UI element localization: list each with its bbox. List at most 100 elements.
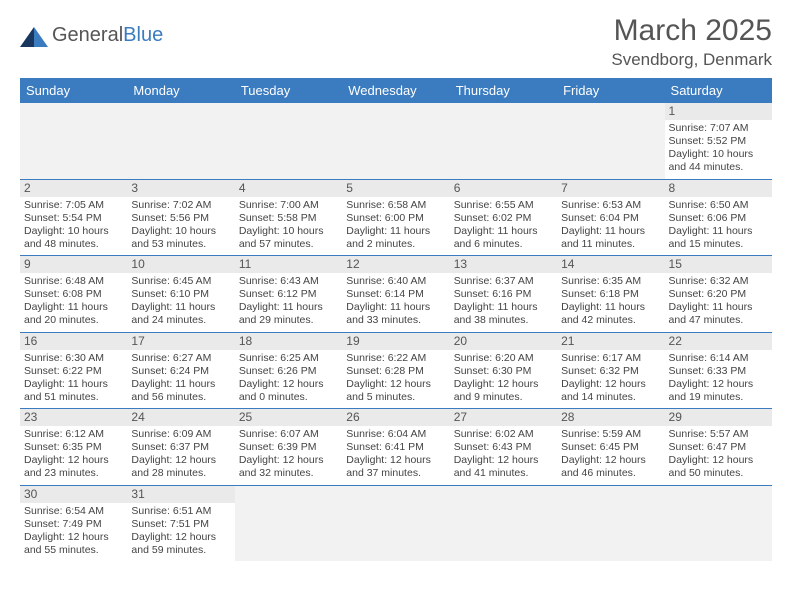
day-number: 10 xyxy=(127,256,234,273)
day-number: 20 xyxy=(450,333,557,350)
calendar-cell: 5Sunrise: 6:58 AMSunset: 6:00 PMDaylight… xyxy=(342,179,449,256)
sunset-text: Sunset: 5:58 PM xyxy=(239,212,338,225)
calendar-cell: 1Sunrise: 7:07 AMSunset: 5:52 PMDaylight… xyxy=(665,103,772,179)
calendar-cell: 19Sunrise: 6:22 AMSunset: 6:28 PMDayligh… xyxy=(342,332,449,409)
daylight-text: Daylight: 11 hours and 38 minutes. xyxy=(454,301,553,327)
sunset-text: Sunset: 5:52 PM xyxy=(669,135,768,148)
day-number: 7 xyxy=(557,180,664,197)
daylight-text: Daylight: 12 hours and 37 minutes. xyxy=(346,454,445,480)
sunrise-text: Sunrise: 6:58 AM xyxy=(346,199,445,212)
day-number: 31 xyxy=(127,486,234,503)
sunset-text: Sunset: 6:06 PM xyxy=(669,212,768,225)
sunrise-text: Sunrise: 6:43 AM xyxy=(239,275,338,288)
daylight-text: Daylight: 10 hours and 57 minutes. xyxy=(239,225,338,251)
sunrise-text: Sunrise: 6:02 AM xyxy=(454,428,553,441)
sunrise-text: Sunrise: 6:50 AM xyxy=(669,199,768,212)
calendar-cell: 4Sunrise: 7:00 AMSunset: 5:58 PMDaylight… xyxy=(235,179,342,256)
calendar-cell: 29Sunrise: 5:57 AMSunset: 6:47 PMDayligh… xyxy=(665,409,772,486)
sunset-text: Sunset: 7:49 PM xyxy=(24,518,123,531)
daylight-text: Daylight: 11 hours and 15 minutes. xyxy=(669,225,768,251)
day-number: 24 xyxy=(127,409,234,426)
logo-text-part1: General xyxy=(52,24,123,46)
day-number: 28 xyxy=(557,409,664,426)
calendar-row: 23Sunrise: 6:12 AMSunset: 6:35 PMDayligh… xyxy=(20,409,772,486)
sunset-text: Sunset: 6:45 PM xyxy=(561,441,660,454)
sunrise-text: Sunrise: 7:07 AM xyxy=(669,122,768,135)
day-number: 13 xyxy=(450,256,557,273)
day-number: 3 xyxy=(127,180,234,197)
day-number: 21 xyxy=(557,333,664,350)
sunrise-text: Sunrise: 6:55 AM xyxy=(454,199,553,212)
sunset-text: Sunset: 6:33 PM xyxy=(669,365,768,378)
calendar-cell: 26Sunrise: 6:04 AMSunset: 6:41 PMDayligh… xyxy=(342,409,449,486)
daylight-text: Daylight: 11 hours and 42 minutes. xyxy=(561,301,660,327)
daylight-text: Daylight: 12 hours and 0 minutes. xyxy=(239,378,338,404)
day-number: 17 xyxy=(127,333,234,350)
sunset-text: Sunset: 6:24 PM xyxy=(131,365,230,378)
day-number: 11 xyxy=(235,256,342,273)
day-number: 19 xyxy=(342,333,449,350)
sunset-text: Sunset: 6:20 PM xyxy=(669,288,768,301)
sunrise-text: Sunrise: 6:27 AM xyxy=(131,352,230,365)
sunrise-text: Sunrise: 6:40 AM xyxy=(346,275,445,288)
calendar-row: 2Sunrise: 7:05 AMSunset: 5:54 PMDaylight… xyxy=(20,179,772,256)
sunrise-text: Sunrise: 5:57 AM xyxy=(669,428,768,441)
sunrise-text: Sunrise: 6:51 AM xyxy=(131,505,230,518)
day-number: 9 xyxy=(20,256,127,273)
calendar-cell-empty xyxy=(557,103,664,179)
weekday-header: Tuesday xyxy=(235,78,342,103)
daylight-text: Daylight: 12 hours and 55 minutes. xyxy=(24,531,123,557)
sunset-text: Sunset: 5:54 PM xyxy=(24,212,123,225)
sunset-text: Sunset: 7:51 PM xyxy=(131,518,230,531)
calendar-cell: 11 Sunrise: 6:43 AMSunset: 6:12 PMDayligh… xyxy=(235,256,342,333)
calendar-cell: 13Sunrise: 6:37 AMSunset: 6:16 PMDayligh… xyxy=(450,256,557,333)
calendar-cell: 9Sunrise: 6:48 AMSunset: 6:08 PMDaylight… xyxy=(20,256,127,333)
sunset-text: Sunset: 6:18 PM xyxy=(561,288,660,301)
daylight-text: Daylight: 11 hours and 24 minutes. xyxy=(131,301,230,327)
daylight-text: Daylight: 12 hours and 19 minutes. xyxy=(669,378,768,404)
title-block: March 2025 Svendborg, Denmark xyxy=(611,14,772,70)
daylight-text: Daylight: 12 hours and 23 minutes. xyxy=(24,454,123,480)
daylight-text: Daylight: 11 hours and 51 minutes. xyxy=(24,378,123,404)
sunset-text: Sunset: 6:37 PM xyxy=(131,441,230,454)
calendar-header: SundayMondayTuesdayWednesdayThursdayFrid… xyxy=(20,78,772,103)
calendar-cell: 24Sunrise: 6:09 AMSunset: 6:37 PMDayligh… xyxy=(127,409,234,486)
daylight-text: Daylight: 12 hours and 9 minutes. xyxy=(454,378,553,404)
sunrise-text: Sunrise: 6:30 AM xyxy=(24,352,123,365)
day-number: 27 xyxy=(450,409,557,426)
day-number: 30 xyxy=(20,486,127,503)
sunset-text: Sunset: 6:02 PM xyxy=(454,212,553,225)
sunrise-text: Sunrise: 7:02 AM xyxy=(131,199,230,212)
sunrise-text: Sunrise: 6:17 AM xyxy=(561,352,660,365)
sunset-text: Sunset: 6:14 PM xyxy=(346,288,445,301)
sunset-text: Sunset: 6:12 PM xyxy=(239,288,338,301)
day-number: 23 xyxy=(20,409,127,426)
sunrise-text: Sunrise: 6:54 AM xyxy=(24,505,123,518)
calendar-cell: 17 Sunrise: 6:27 AMSunset: 6:24 PMDayligh… xyxy=(127,332,234,409)
calendar-cell: 10Sunrise: 6:45 AMSunset: 6:10 PMDayligh… xyxy=(127,256,234,333)
sunset-text: Sunset: 6:39 PM xyxy=(239,441,338,454)
calendar-row: 9Sunrise: 6:48 AMSunset: 6:08 PMDaylight… xyxy=(20,256,772,333)
daylight-text: Daylight: 11 hours and 56 minutes. xyxy=(131,378,230,404)
day-number: 18 xyxy=(235,333,342,350)
calendar-body: 1Sunrise: 7:07 AMSunset: 5:52 PMDaylight… xyxy=(20,103,772,561)
sunrise-text: Sunrise: 7:05 AM xyxy=(24,199,123,212)
sunrise-text: Sunrise: 6:14 AM xyxy=(669,352,768,365)
logo: GeneralBlue xyxy=(20,24,163,47)
sunset-text: Sunset: 6:30 PM xyxy=(454,365,553,378)
sunset-text: Sunset: 6:04 PM xyxy=(561,212,660,225)
logo-icon xyxy=(20,25,48,47)
sunset-text: Sunset: 6:08 PM xyxy=(24,288,123,301)
daylight-text: Daylight: 10 hours and 48 minutes. xyxy=(24,225,123,251)
sunrise-text: Sunrise: 5:59 AM xyxy=(561,428,660,441)
daylight-text: Daylight: 11 hours and 29 minutes. xyxy=(239,301,338,327)
calendar-cell: 25Sunrise: 6:07 AMSunset: 6:39 PMDayligh… xyxy=(235,409,342,486)
sunset-text: Sunset: 6:26 PM xyxy=(239,365,338,378)
sunrise-text: Sunrise: 6:35 AM xyxy=(561,275,660,288)
sunset-text: Sunset: 6:47 PM xyxy=(669,441,768,454)
calendar-cell-empty xyxy=(665,485,772,561)
day-number: 5 xyxy=(342,180,449,197)
sunrise-text: Sunrise: 6:37 AM xyxy=(454,275,553,288)
sunset-text: Sunset: 6:28 PM xyxy=(346,365,445,378)
calendar-row: 30 Sunrise: 6:54 AMSunset: 7:49 PMDayligh… xyxy=(20,485,772,561)
